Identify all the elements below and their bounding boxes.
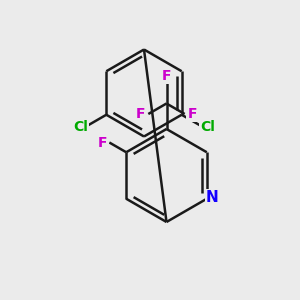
Text: Cl: Cl	[200, 120, 215, 134]
Text: N: N	[206, 190, 218, 205]
Text: F: F	[162, 69, 171, 83]
Text: F: F	[188, 107, 197, 121]
Text: Cl: Cl	[73, 120, 88, 134]
Text: F: F	[98, 136, 107, 149]
Text: F: F	[136, 107, 146, 121]
